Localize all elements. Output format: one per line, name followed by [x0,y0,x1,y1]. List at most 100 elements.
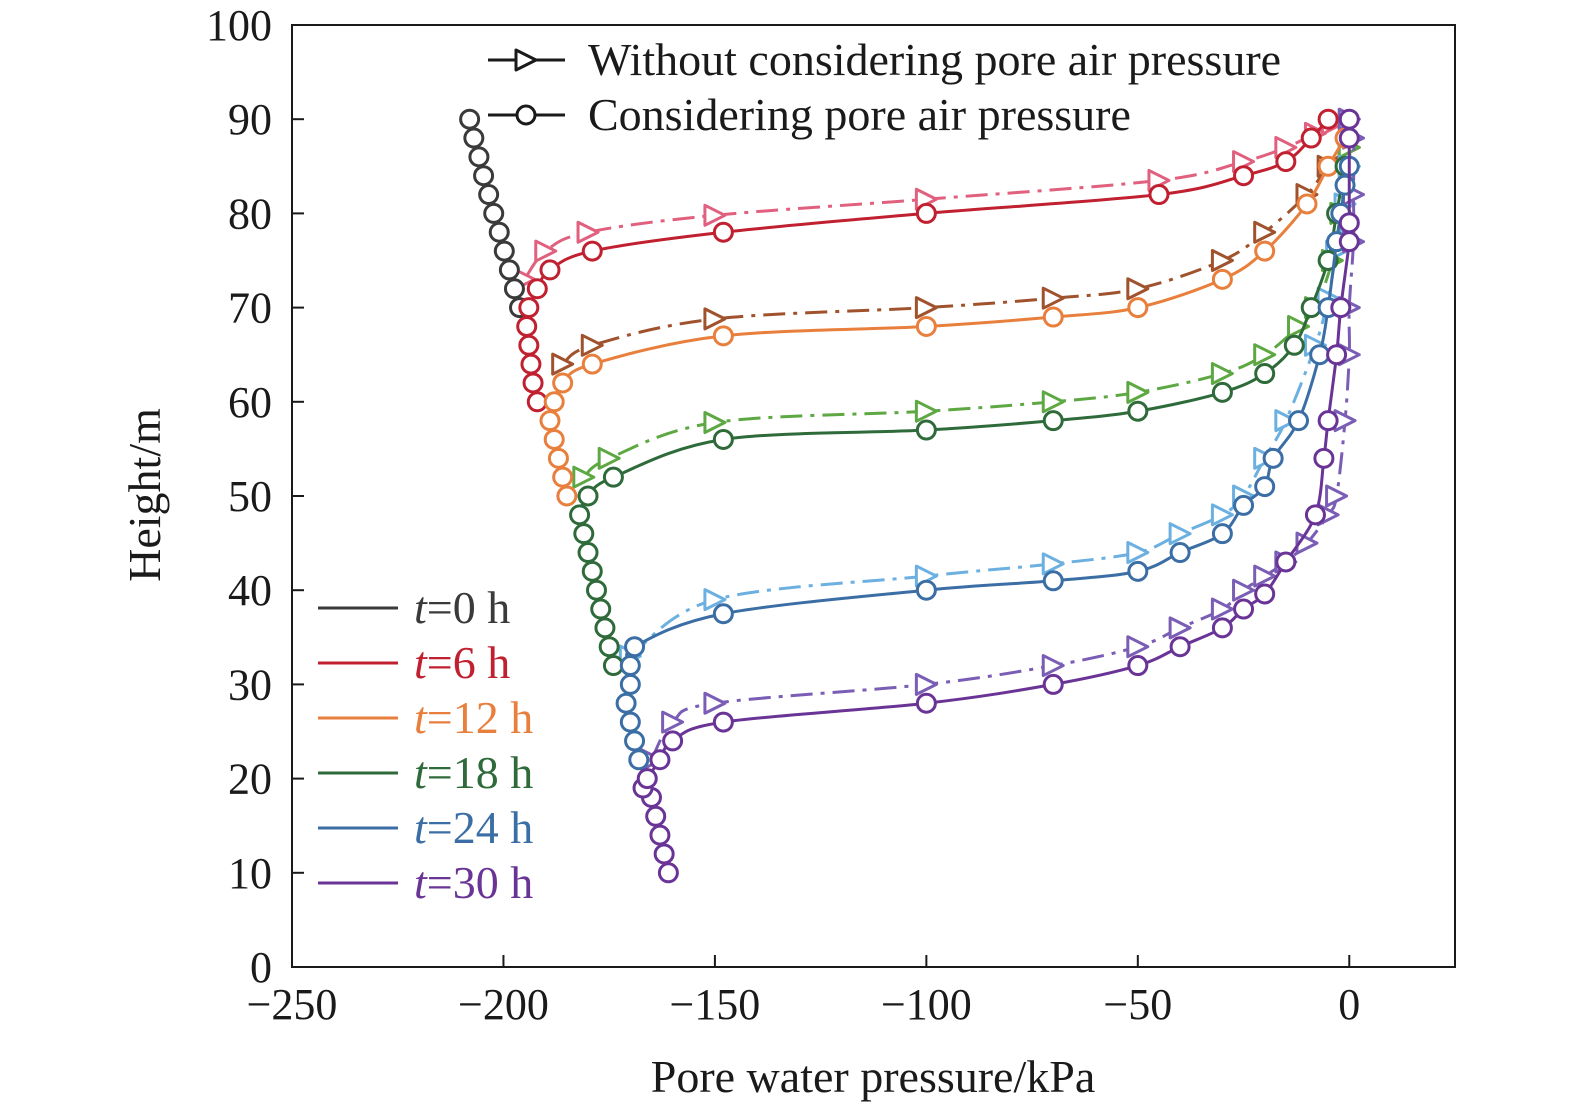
circle-marker [547,447,569,469]
triangle-marker [580,333,604,357]
circle-marker [556,485,578,507]
triangle-marker [551,352,575,376]
circle-marker [1233,598,1255,620]
circle-marker [520,353,542,375]
triangle-marker [1126,541,1150,565]
circle-marker [1338,127,1360,149]
circle-marker [649,749,671,771]
triangle-marker [1325,484,1349,508]
legend-label: Considering pore air pressure [588,89,1131,140]
legend-label: t=6 h [414,637,510,688]
triangle-marker [703,588,727,612]
x-tick-label: −150 [669,980,760,1029]
triangle-marker [1253,343,1277,367]
y-tick-label: 90 [228,95,272,144]
circle-marker [915,315,937,337]
triangle-marker [1041,390,1065,414]
series-considering-t24h [615,155,1360,771]
circle-marker [1042,410,1064,432]
triangle-marker [1287,314,1311,338]
circle-marker [577,485,599,507]
circle-marker [1309,344,1331,366]
circle-marker [1288,410,1310,432]
circle-marker [1127,400,1149,422]
circle-marker [552,466,574,488]
circle-marker [498,259,520,281]
circle-marker [503,278,525,300]
x-tick-label: −100 [881,980,972,1029]
triangle-marker [1168,616,1192,640]
triangle-marker [534,239,558,263]
y-tick-label: 50 [228,472,272,521]
circle-marker [1211,523,1233,545]
circle-marker [619,655,641,677]
triangle-marker [1274,409,1298,433]
circle-marker [1127,297,1149,319]
circle-marker [1275,151,1297,173]
circle-marker [483,202,505,224]
legend-label: t=12 h [414,692,533,743]
triangle-marker [1210,503,1234,527]
y-tick-label: 30 [228,660,272,709]
circle-marker [1233,494,1255,516]
series-line [578,166,1347,666]
circle-marker [585,579,607,601]
x-axis-title: Pore water pressure/kPa [651,1051,1096,1102]
circle-marker [1211,381,1233,403]
legend-label: t=0 h [414,582,510,633]
circle-marker [581,560,603,582]
series-line [548,137,1347,497]
circle-marker [526,391,548,413]
y-axis-title: Height/m [119,408,170,582]
triangle-marker [1253,220,1277,244]
circle-marker [615,692,637,714]
circle-marker [1326,344,1348,366]
circle-marker [712,428,734,450]
x-tick-label: −250 [247,980,338,1029]
x-tick-label: −50 [1103,980,1172,1029]
triangle-marker [1126,380,1150,404]
triangle-marker [914,399,938,423]
circle-marker [653,843,675,865]
triangle-marker [597,446,621,470]
triangle-marker [1168,522,1192,546]
legend-time-entry: t=18 h [318,747,533,798]
x-tick-label: 0 [1338,980,1360,1029]
triangle-marker [572,465,596,489]
series-line [650,118,1356,761]
circle-marker [581,353,603,375]
circle-marker [1127,655,1149,677]
circle-marker [1334,174,1356,196]
circle-marker [628,749,650,771]
circle-marker [543,428,565,450]
circle-marker [645,805,667,827]
y-tick-label: 80 [228,189,272,238]
circle-marker [1169,636,1191,658]
circle-marker [468,146,490,168]
legend-time-entry: t=6 h [318,637,510,688]
circle-marker [493,240,515,262]
y-tick-label: 0 [250,943,272,992]
triangle-marker [1126,277,1150,301]
circle-marker [590,598,612,620]
circle-marker [712,603,734,625]
circle-marker [518,334,540,356]
triangle-marker [914,296,938,320]
circle-marker [1254,583,1276,605]
series-considering-t0h [459,108,531,319]
triangle-marker [1232,578,1256,602]
circle-marker [915,419,937,441]
triangle-marker [703,411,727,435]
circle-marker [1304,504,1326,526]
circle-marker [518,297,540,319]
circle-marker [1313,447,1335,469]
circle-marker [624,636,646,658]
circle-marker [712,711,734,733]
triangle-marker [1210,249,1234,272]
circle-marker [478,184,500,206]
triangle-marker [1210,362,1234,386]
triangle-marker [1210,597,1234,621]
series-considering-t30h [632,108,1360,884]
y-tick-label: 100 [206,1,272,50]
